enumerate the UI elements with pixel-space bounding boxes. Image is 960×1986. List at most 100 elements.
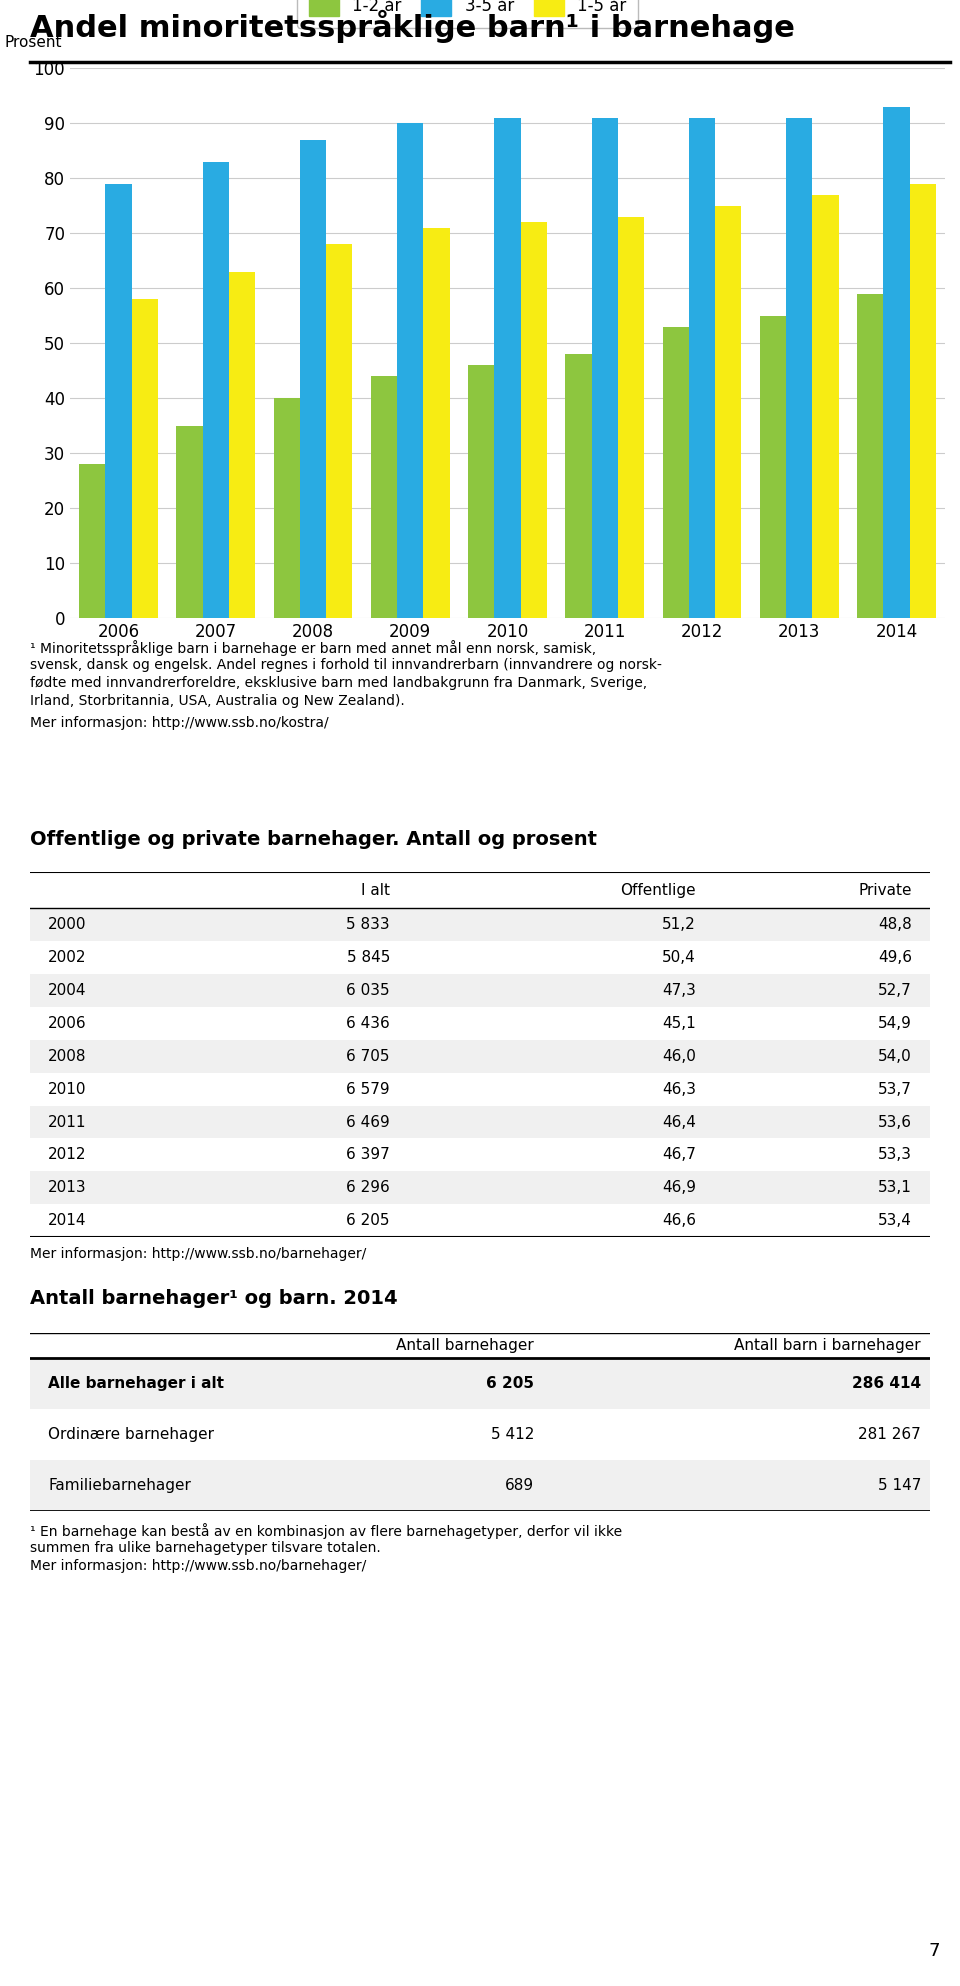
Text: 53,4: 53,4 [878,1213,912,1227]
Text: 6 705: 6 705 [347,1049,390,1064]
Bar [812,195,838,618]
Text: 49,6: 49,6 [878,949,912,965]
Bar [30,908,930,941]
Text: Alle barnehager i alt: Alle barnehager i alt [48,1376,224,1390]
Bar [203,161,228,618]
Text: 7: 7 [928,1942,940,1960]
Text: 54,0: 54,0 [878,1049,912,1064]
Text: 5 845: 5 845 [347,949,390,965]
Bar [30,1106,930,1138]
Text: Mer informasjon: http://www.ssb.no/kostra/: Mer informasjon: http://www.ssb.no/kostr… [30,717,328,731]
Bar [80,465,106,618]
Bar [857,294,883,618]
Text: 2010: 2010 [48,1082,86,1096]
Text: 6 579: 6 579 [347,1082,390,1096]
Text: Ordinære barnehager: Ordinære barnehager [48,1428,214,1442]
Text: svensk, dansk og engelsk. Andel regnes i forhold til innvandrerbarn (innvandrere: svensk, dansk og engelsk. Andel regnes i… [30,657,661,671]
Text: Familiebarnehager: Familiebarnehager [48,1478,191,1493]
Text: 54,9: 54,9 [878,1017,912,1031]
Bar [30,975,930,1007]
Bar [326,244,352,618]
Text: 2011: 2011 [48,1114,86,1130]
Text: 2012: 2012 [48,1148,86,1162]
Bar [132,300,158,618]
Text: 53,6: 53,6 [878,1114,912,1130]
Text: 6 296: 6 296 [347,1180,390,1196]
Text: 5 412: 5 412 [491,1428,534,1442]
Text: 46,4: 46,4 [662,1114,696,1130]
Text: 52,7: 52,7 [878,983,912,999]
Text: 2013: 2013 [48,1180,86,1196]
Text: 2014: 2014 [48,1213,86,1227]
Text: Antall barnehager¹ og barn. 2014: Antall barnehager¹ og barn. 2014 [30,1289,397,1309]
Text: 46,6: 46,6 [662,1213,696,1227]
Bar [715,205,741,618]
Text: 46,9: 46,9 [662,1180,696,1196]
Text: 2008: 2008 [48,1049,86,1064]
Text: 6 035: 6 035 [347,983,390,999]
Bar [106,183,132,618]
Bar [618,216,644,618]
Text: Prosent: Prosent [5,36,61,50]
Text: Mer informasjon: http://www.ssb.no/barnehager/: Mer informasjon: http://www.ssb.no/barne… [30,1247,367,1261]
Text: 45,1: 45,1 [662,1017,696,1031]
Legend: 1-2 år, 3-5 år, 1-5 år: 1-2 år, 3-5 år, 1-5 år [297,0,638,28]
Text: 53,1: 53,1 [878,1180,912,1196]
Text: I alt: I alt [361,882,390,898]
Bar [274,397,300,618]
Text: 46,7: 46,7 [662,1148,696,1162]
Bar [30,1358,930,1408]
Text: Andel minoritetsspråklige barn¹ i barnehage: Andel minoritetsspråklige barn¹ i barneh… [30,10,795,44]
Bar [30,1408,930,1460]
Bar [468,365,494,618]
Bar [909,183,936,618]
Bar [228,272,255,618]
Text: 2004: 2004 [48,983,86,999]
Text: 53,7: 53,7 [878,1082,912,1096]
Text: 51,2: 51,2 [662,918,696,931]
Text: 281 267: 281 267 [858,1428,921,1442]
Text: fødte med innvandrerforeldre, eksklusive barn med landbakgrunn fra Danmark, Sver: fødte med innvandrerforeldre, eksklusive… [30,675,647,689]
Text: 47,3: 47,3 [662,983,696,999]
Text: Private: Private [858,882,912,898]
Bar [759,316,786,618]
Bar [565,354,591,618]
Text: 48,8: 48,8 [878,918,912,931]
Bar [300,139,326,618]
Text: 6 397: 6 397 [347,1148,390,1162]
Bar [30,1041,930,1072]
Bar [520,222,547,618]
Bar [371,375,397,618]
Bar [30,1204,930,1237]
Text: 286 414: 286 414 [852,1376,921,1390]
Text: Offentlige og private barnehager. Antall og prosent: Offentlige og private barnehager. Antall… [30,830,597,848]
Bar [883,107,909,618]
Text: Irland, Storbritannia, USA, Australia og New Zealand).: Irland, Storbritannia, USA, Australia og… [30,693,405,707]
Text: Antall barnehager: Antall barnehager [396,1339,534,1352]
Text: 6 436: 6 436 [347,1017,390,1031]
Bar [30,1138,930,1172]
Text: 6 469: 6 469 [347,1114,390,1130]
Text: 2000: 2000 [48,918,86,931]
Text: 46,3: 46,3 [662,1082,696,1096]
Bar [591,117,618,618]
Text: 6 205: 6 205 [486,1376,534,1390]
Text: Antall barn i barnehager: Antall barn i barnehager [734,1339,921,1352]
Text: 53,3: 53,3 [878,1148,912,1162]
Bar [494,117,520,618]
Text: summen fra ulike barnehagetyper tilsvare totalen.: summen fra ulike barnehagetyper tilsvare… [30,1541,381,1555]
Text: 6 205: 6 205 [347,1213,390,1227]
Bar [423,228,449,618]
Bar [30,1007,930,1041]
Text: ¹ En barnehage kan bestå av en kombinasjon av flere barnehagetyper, derfor vil i: ¹ En barnehage kan bestå av en kombinasj… [30,1523,622,1539]
Bar [30,941,930,975]
Bar [786,117,812,618]
Text: 46,0: 46,0 [662,1049,696,1064]
Text: 2006: 2006 [48,1017,86,1031]
Bar [689,117,715,618]
Bar [30,1172,930,1204]
Text: ¹ Minoritetsspråklige barn i barnehage er barn med annet mål enn norsk, samisk,: ¹ Minoritetsspråklige barn i barnehage e… [30,639,596,655]
Text: 5 147: 5 147 [877,1478,921,1493]
Text: 689: 689 [505,1478,534,1493]
Bar [662,326,689,618]
